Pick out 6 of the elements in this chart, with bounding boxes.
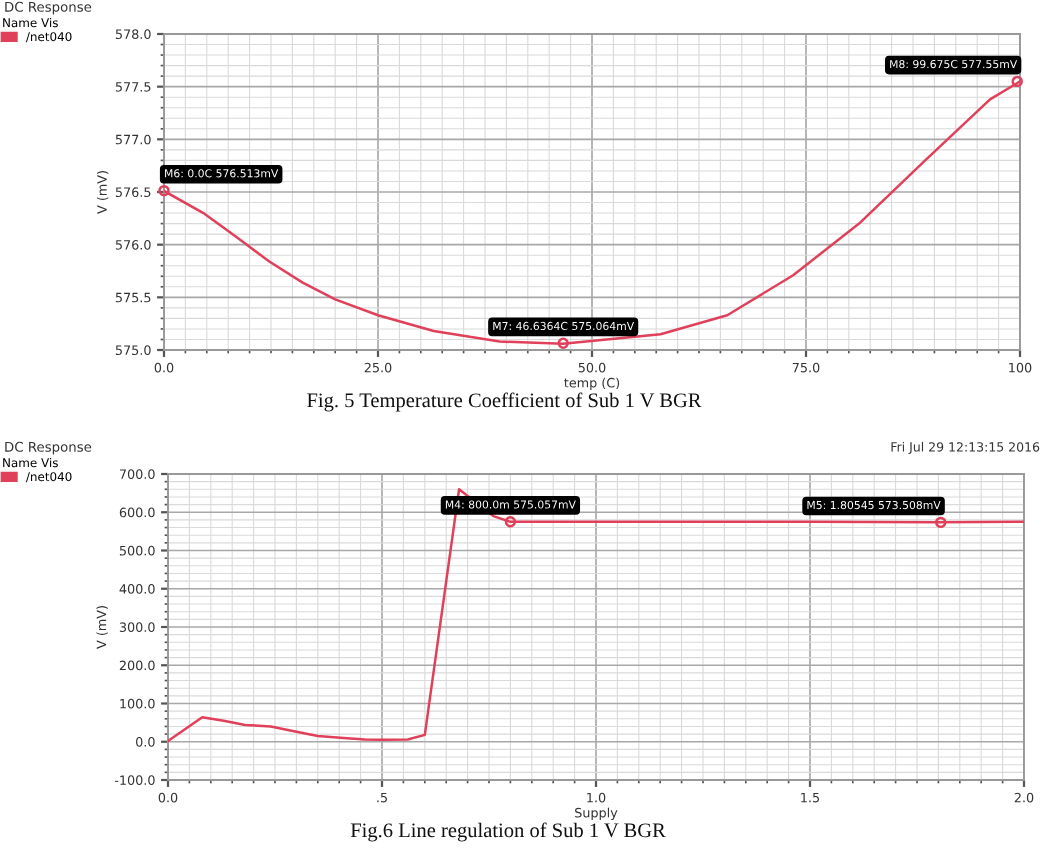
caption: Fig.6 Line regulation of Sub 1 V BGR — [350, 822, 666, 842]
point — [158, 184, 170, 197]
point — [557, 337, 569, 349]
line-series — [168, 488, 1024, 743]
point — [1011, 75, 1023, 88]
caption: Fig. 5 Temperature Coefficient of Sub 1 V BGR — [307, 392, 702, 412]
